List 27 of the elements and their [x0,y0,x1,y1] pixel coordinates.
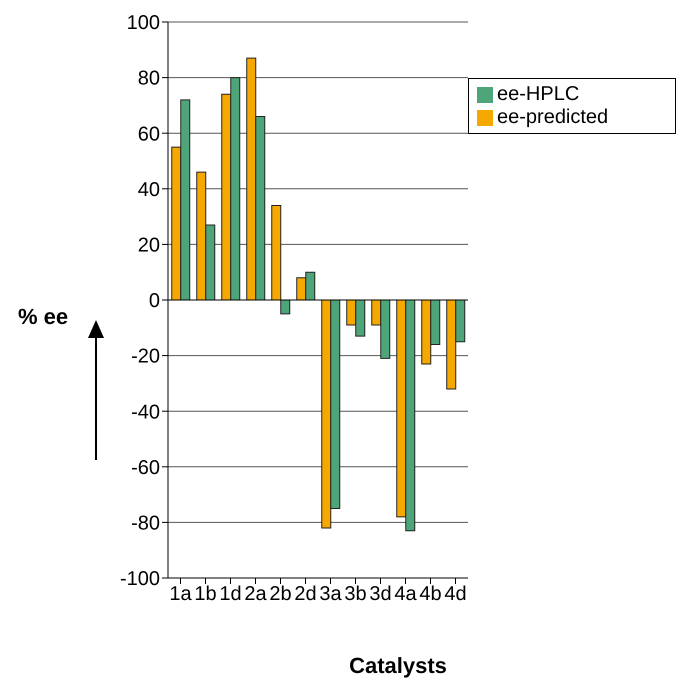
y-tick-label: 20 [138,234,160,256]
x-tick-label: 1b [194,583,217,606]
y-tick-label: 40 [138,178,160,201]
y-axis-title: % ee [18,304,68,330]
x-tick-label: 3d [369,583,392,606]
y-tick-label: 100 [126,12,160,34]
x-tick-label: 3b [344,583,367,606]
y-tick-label: -60 [131,456,160,479]
x-tick-label: 4b [419,583,442,606]
x-tick-label: 2a [244,583,268,606]
legend-label: ee-HPLC [497,83,580,105]
y-tick-label: -20 [131,346,160,368]
legend-label: ee-predicted [497,106,608,128]
x-tick-label: 1d [219,583,242,606]
x-tick-label: 4d [444,583,467,606]
x-tick-label: 2d [294,583,317,606]
x-tick-label: 3a [319,583,342,606]
x-tick-label: 1a [169,583,192,606]
y-tick-label: -40 [131,401,160,424]
x-axis-title: Catalysts [348,653,448,679]
y-tick-label: 80 [138,68,160,90]
x-tick-label: 4a [394,583,418,606]
y-tick-label: 60 [138,123,160,146]
y-tick-label: -80 [131,512,160,534]
x-tick-label: 2b [269,583,292,606]
y-tick-label: 0 [148,290,160,312]
y-tick-label: -100 [120,568,160,590]
